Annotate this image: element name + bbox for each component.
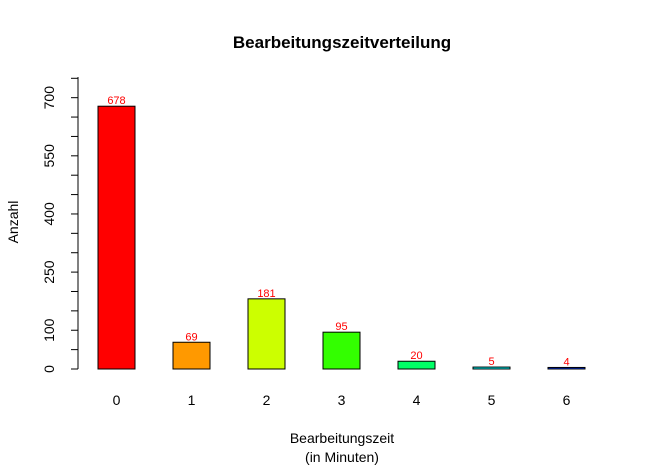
bar-value-label: 4 [563, 356, 569, 368]
y-tick-label: 100 [41, 318, 57, 342]
x-tick-label: 5 [488, 392, 496, 408]
x-axis-label-line1: Bearbeitungszeit [290, 430, 394, 446]
bar-value-label: 95 [335, 321, 347, 333]
x-tick-label: 0 [113, 392, 121, 408]
bar-value-label: 678 [107, 95, 125, 107]
bar-value-label: 5 [488, 356, 494, 368]
y-tick-label: 400 [41, 202, 57, 226]
x-tick-label: 1 [188, 392, 196, 408]
y-axis-ticks: 0 100 250 400 550 700 [41, 77, 78, 373]
bar-value-labels: 678 69 181 95 20 5 4 [107, 95, 569, 368]
x-tick-label: 3 [338, 392, 346, 408]
bar [97, 105, 136, 370]
y-tick-label: 0 [41, 365, 57, 373]
y-tick-label: 700 [41, 86, 57, 110]
x-tick-label: 6 [563, 392, 571, 408]
bar [172, 341, 211, 370]
x-tick-label: 4 [413, 392, 421, 408]
bar-value-label: 20 [410, 350, 422, 362]
chart-title: Bearbeitungszeitverteilung [233, 33, 451, 52]
bar [247, 298, 286, 370]
x-axis-label-line2: (in Minuten) [305, 449, 379, 465]
y-tick-label: 550 [41, 144, 57, 168]
x-tick-label: 2 [263, 392, 271, 408]
bars [97, 105, 586, 370]
y-tick-label: 250 [41, 260, 57, 284]
bar [472, 366, 511, 370]
x-tick-labels: 0 1 2 3 4 5 6 [113, 392, 571, 408]
y-axis-label: Anzahl [5, 201, 21, 244]
bar [322, 331, 361, 370]
bar-value-label: 181 [257, 288, 275, 300]
bar [397, 360, 436, 370]
bar [547, 366, 586, 370]
bar-value-label: 69 [185, 331, 197, 343]
y-axis: 0 100 250 400 550 700 [41, 77, 79, 373]
